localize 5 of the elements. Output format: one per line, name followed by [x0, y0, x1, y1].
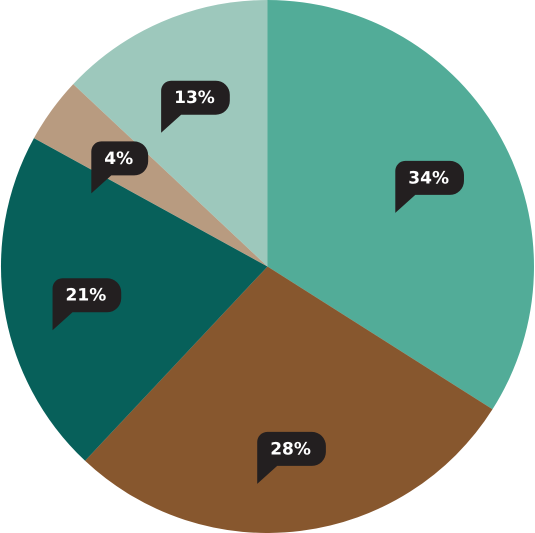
data-label: 13%	[174, 88, 215, 108]
data-label: 34%	[408, 168, 449, 188]
data-label: 4%	[104, 148, 134, 169]
data-label: 21%	[66, 286, 106, 306]
data-label: 28%	[270, 439, 311, 460]
